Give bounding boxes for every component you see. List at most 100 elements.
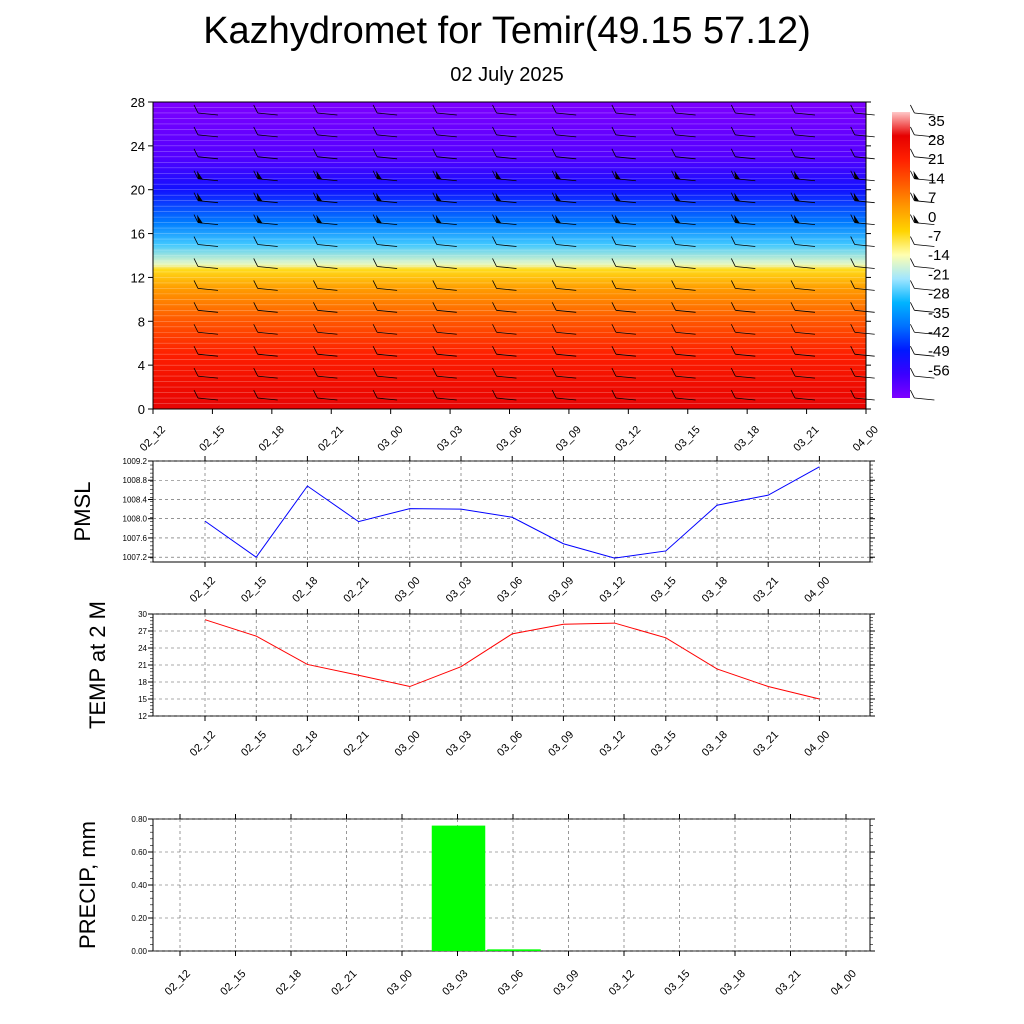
x-tick-label: 02_12 xyxy=(163,968,193,998)
wind-barb-pennant xyxy=(435,170,442,180)
wind-barb-pennant xyxy=(734,170,741,180)
wind-barb xyxy=(253,104,278,116)
wind-barb-shaft xyxy=(914,397,935,401)
wind-barb-feather xyxy=(611,236,617,245)
wind-barb-shaft xyxy=(556,287,577,291)
x-tick-label: 03_06 xyxy=(494,424,524,454)
x-tick-label: 02_15 xyxy=(218,968,248,998)
x-tick-label: 02_18 xyxy=(290,575,320,605)
wind-barb-feather xyxy=(253,280,259,289)
wind-barb xyxy=(850,126,875,138)
wind-barb-shaft xyxy=(257,309,278,313)
wind-barb-feather xyxy=(372,236,378,245)
wind-barb xyxy=(193,280,219,291)
wind-barb-shaft xyxy=(317,244,338,247)
wind-barb-feather xyxy=(313,214,318,223)
wind-barb-feather xyxy=(850,104,856,114)
wind-barb-shaft xyxy=(257,331,278,335)
y-tick-label: 0 xyxy=(138,402,145,417)
wind-barb-shaft xyxy=(615,397,636,401)
wind-barb xyxy=(850,192,875,204)
wind-barb-shaft xyxy=(735,156,756,160)
wind-barb xyxy=(253,280,278,291)
wind-barb-feather xyxy=(611,192,617,201)
x-tick-label: 02_18 xyxy=(274,968,304,998)
wind-barb xyxy=(492,367,517,379)
wind-barb xyxy=(193,345,219,357)
wind-barb-shaft xyxy=(496,375,517,379)
wind-barb-pennant xyxy=(853,214,860,224)
y-tick-label: 12 xyxy=(131,270,145,285)
wind-barb-shaft xyxy=(615,244,636,247)
wind-barb xyxy=(313,104,338,116)
wind-barb-feather xyxy=(671,236,676,245)
wind-barb-feather xyxy=(790,236,796,245)
wind-barb xyxy=(432,389,457,401)
wind-barb-shaft xyxy=(615,266,636,269)
wind-barb-feather xyxy=(551,236,557,245)
wind-barb-shaft xyxy=(377,112,398,116)
wind-barb-shaft xyxy=(436,397,457,401)
wind-barb-feather xyxy=(313,324,318,333)
cross-section-panel: 0 4 8 12 16 20 24 28 02_12 02_15 02_18 02_21 03_00 03… xyxy=(131,95,935,454)
wind-barb-feather xyxy=(611,104,617,114)
temperature-field xyxy=(153,102,866,409)
wind-barb-feather xyxy=(372,258,378,267)
wind-barb-feather xyxy=(910,214,915,223)
wind-barb-shaft xyxy=(914,266,935,269)
wind-barb-shaft xyxy=(615,134,636,138)
wind-barb-feather xyxy=(492,367,497,377)
wind-barb xyxy=(671,302,696,313)
colorbar: 35 28 21 14 7 0 -7 -14 -21 -28 -35 -42 -49 -56 xyxy=(892,112,950,398)
wind-barb-shaft xyxy=(377,266,398,269)
wind-barb-feather xyxy=(790,258,796,267)
wind-barb-shaft xyxy=(854,309,875,313)
wind-barb xyxy=(790,367,816,379)
wind-barb-shaft xyxy=(556,353,577,357)
wind-barb-feather xyxy=(730,170,736,179)
wind-barb xyxy=(432,236,457,247)
wind-barb-feather xyxy=(193,104,199,114)
wind-barb xyxy=(910,170,935,182)
x-tick-label: 03_06 xyxy=(496,968,526,998)
wind-barb-pennant xyxy=(794,214,800,224)
wind-barb xyxy=(611,258,636,269)
wind-barb xyxy=(253,258,278,269)
wind-barb xyxy=(551,324,577,335)
wind-barb-feather xyxy=(730,389,736,399)
wind-barb-feather xyxy=(910,148,915,158)
wind-barb-shaft xyxy=(854,156,875,160)
wind-barb-pennant xyxy=(674,192,681,202)
wind-barb xyxy=(790,126,816,138)
wind-barb-feather xyxy=(432,324,438,333)
wind-barb-shaft xyxy=(735,353,756,357)
wind-barb xyxy=(253,170,278,182)
wind-barb-shaft xyxy=(854,266,875,269)
x-tick-label: 03_06 xyxy=(495,729,525,759)
wind-barb xyxy=(730,170,756,182)
wind-barb xyxy=(611,280,636,291)
wind-barb xyxy=(611,324,636,335)
wind-barb-shaft xyxy=(556,134,577,138)
wind-barb xyxy=(910,389,935,401)
wind-barb xyxy=(850,324,875,335)
y-tick-label: 1007.2 xyxy=(123,553,148,562)
wind-barb-feather xyxy=(611,258,617,267)
wind-barb-shaft xyxy=(735,331,756,335)
precip-bar xyxy=(431,825,486,951)
wind-barb xyxy=(313,345,338,357)
pmsl-panel: 1007.2 1007.6 1008.0 1008.4 1008.8 1009.2 02_1… xyxy=(70,456,875,605)
wind-barb xyxy=(551,170,577,182)
wind-barb xyxy=(671,148,696,160)
wind-barb-feather xyxy=(671,302,676,311)
wind-barb xyxy=(253,389,278,401)
wind-barb-feather xyxy=(671,104,676,114)
wind-barb xyxy=(850,302,875,313)
wind-barb-feather xyxy=(910,170,915,179)
wind-barb-feather xyxy=(372,389,378,399)
wind-barb xyxy=(611,148,636,160)
wind-barb-shaft xyxy=(854,375,875,379)
wind-barb-feather xyxy=(492,170,497,179)
wind-barb-feather xyxy=(551,148,557,158)
wind-barb-shaft xyxy=(496,353,517,357)
